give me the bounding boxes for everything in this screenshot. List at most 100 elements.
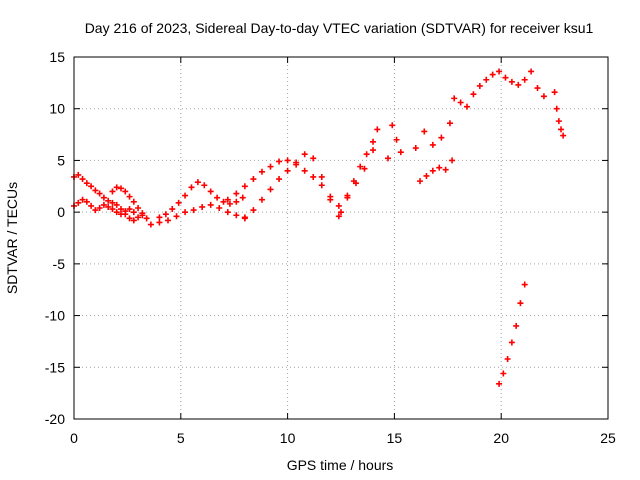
- data-point: [188, 184, 195, 191]
- data-point: [224, 209, 231, 216]
- data-point: [521, 281, 528, 288]
- series-track-h: [338, 126, 381, 216]
- data-point: [451, 95, 458, 102]
- data-point: [113, 184, 120, 191]
- data-point: [233, 212, 240, 219]
- data-points: [71, 68, 567, 387]
- plot-frame: [73, 56, 609, 420]
- y-axis-label: SDTVAR / TECUs: [4, 182, 20, 294]
- data-point: [267, 163, 274, 170]
- data-point: [109, 206, 116, 213]
- data-point: [156, 214, 163, 221]
- series-track-f: [224, 147, 377, 209]
- data-point: [464, 103, 471, 110]
- y-tick-label: -5: [53, 256, 66, 272]
- x-tick-label: 20: [493, 430, 509, 446]
- data-point: [429, 167, 436, 174]
- data-point: [126, 193, 133, 200]
- y-tick-label: 15: [49, 49, 65, 65]
- data-point: [310, 155, 317, 162]
- series-track-e: [156, 201, 248, 226]
- data-point: [105, 203, 112, 210]
- data-point: [117, 206, 124, 213]
- x-tick-label: 5: [177, 430, 185, 446]
- data-point: [276, 176, 283, 183]
- data-point: [96, 205, 103, 212]
- data-point: [220, 198, 227, 205]
- data-point: [508, 78, 515, 85]
- series-track-k: [451, 68, 547, 110]
- y-tick-label: 5: [57, 152, 65, 168]
- data-point: [446, 120, 453, 127]
- data-point: [126, 215, 133, 222]
- x-axis-label: GPS time / hours: [287, 457, 394, 473]
- axis-ticks: [73, 56, 609, 420]
- data-point: [126, 206, 133, 213]
- data-point: [201, 182, 208, 189]
- series-track-g: [241, 151, 342, 222]
- data-point: [100, 194, 107, 201]
- data-point: [540, 93, 547, 100]
- grid-lines: [74, 57, 608, 419]
- data-point: [301, 151, 308, 158]
- data-point: [258, 168, 265, 175]
- y-tick-labels: -20 -15 -10 -5 0 5 10 15: [45, 49, 65, 427]
- data-point: [357, 163, 364, 170]
- data-point: [438, 134, 445, 141]
- data-point: [88, 202, 95, 209]
- data-point: [105, 197, 112, 204]
- data-point: [173, 213, 180, 220]
- data-point: [421, 128, 428, 135]
- data-point: [109, 188, 116, 195]
- y-tick-label: -10: [45, 308, 65, 324]
- data-point: [258, 196, 265, 203]
- series-track-d: [156, 179, 246, 221]
- data-point: [335, 202, 342, 209]
- data-point: [553, 105, 560, 112]
- data-point: [521, 76, 528, 83]
- data-point: [250, 207, 257, 214]
- data-point: [113, 209, 120, 216]
- data-point: [122, 208, 129, 215]
- data-point: [318, 182, 325, 189]
- x-tick-label: 15: [387, 430, 403, 446]
- data-point: [310, 173, 317, 180]
- data-point: [476, 82, 483, 89]
- data-point: [393, 136, 400, 143]
- data-point: [483, 76, 490, 83]
- data-point: [164, 217, 171, 224]
- data-point: [515, 81, 522, 88]
- data-point: [276, 158, 283, 165]
- data-point: [130, 217, 137, 224]
- data-point: [436, 164, 443, 171]
- data-point: [389, 122, 396, 129]
- series-track-i: [384, 120, 453, 162]
- data-point: [75, 199, 82, 206]
- data-point: [79, 196, 86, 203]
- data-point: [175, 199, 182, 206]
- data-point: [560, 132, 567, 139]
- data-point: [397, 149, 404, 156]
- data-point: [361, 165, 368, 172]
- data-point: [117, 211, 124, 218]
- data-point: [423, 172, 430, 179]
- data-point: [147, 221, 154, 228]
- series-track-j: [417, 157, 456, 185]
- data-point: [374, 126, 381, 133]
- data-point: [267, 186, 274, 193]
- y-tick-label: 10: [49, 101, 65, 117]
- data-point: [75, 171, 82, 178]
- data-point: [130, 209, 137, 216]
- data-point: [293, 159, 300, 166]
- data-point: [214, 194, 221, 201]
- data-point: [350, 178, 357, 185]
- data-point: [156, 219, 163, 226]
- series-track-b: [71, 196, 137, 218]
- series-track-a: [71, 171, 154, 228]
- data-point: [449, 157, 456, 164]
- data-point: [233, 198, 240, 205]
- data-point: [384, 155, 391, 162]
- data-point: [555, 118, 562, 125]
- data-point: [96, 190, 103, 197]
- data-point: [338, 209, 344, 216]
